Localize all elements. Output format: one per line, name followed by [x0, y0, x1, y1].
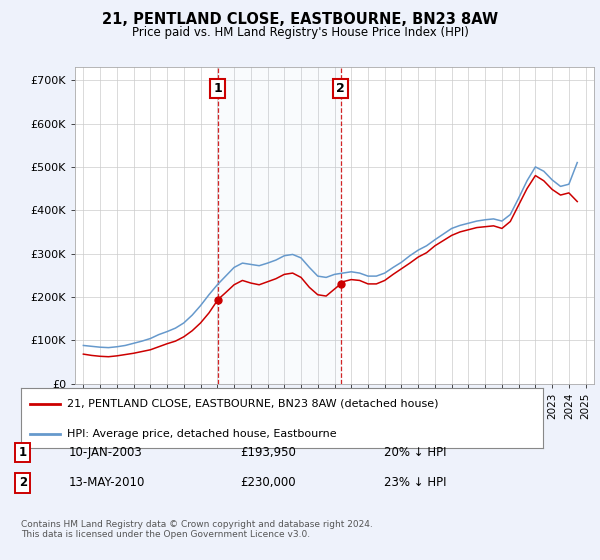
Bar: [218, 67, 341, 384]
Text: £193,950: £193,950: [240, 446, 296, 459]
Text: 2: 2: [19, 476, 27, 489]
Text: 13-MAY-2010: 13-MAY-2010: [69, 476, 145, 489]
Text: 21, PENTLAND CLOSE, EASTBOURNE, BN23 8AW (detached house): 21, PENTLAND CLOSE, EASTBOURNE, BN23 8AW…: [67, 399, 439, 409]
Text: 21, PENTLAND CLOSE, EASTBOURNE, BN23 8AW: 21, PENTLAND CLOSE, EASTBOURNE, BN23 8AW: [102, 12, 498, 27]
Text: Contains HM Land Registry data © Crown copyright and database right 2024.
This d: Contains HM Land Registry data © Crown c…: [21, 520, 373, 539]
Text: 20% ↓ HPI: 20% ↓ HPI: [384, 446, 446, 459]
Text: £230,000: £230,000: [240, 476, 296, 489]
Text: 1: 1: [214, 82, 223, 95]
Text: HPI: Average price, detached house, Eastbourne: HPI: Average price, detached house, East…: [67, 429, 337, 439]
Text: 1: 1: [19, 446, 27, 459]
Text: 10-JAN-2003: 10-JAN-2003: [69, 446, 143, 459]
Text: Price paid vs. HM Land Registry's House Price Index (HPI): Price paid vs. HM Land Registry's House …: [131, 26, 469, 39]
Text: 23% ↓ HPI: 23% ↓ HPI: [384, 476, 446, 489]
Text: 2: 2: [337, 82, 345, 95]
